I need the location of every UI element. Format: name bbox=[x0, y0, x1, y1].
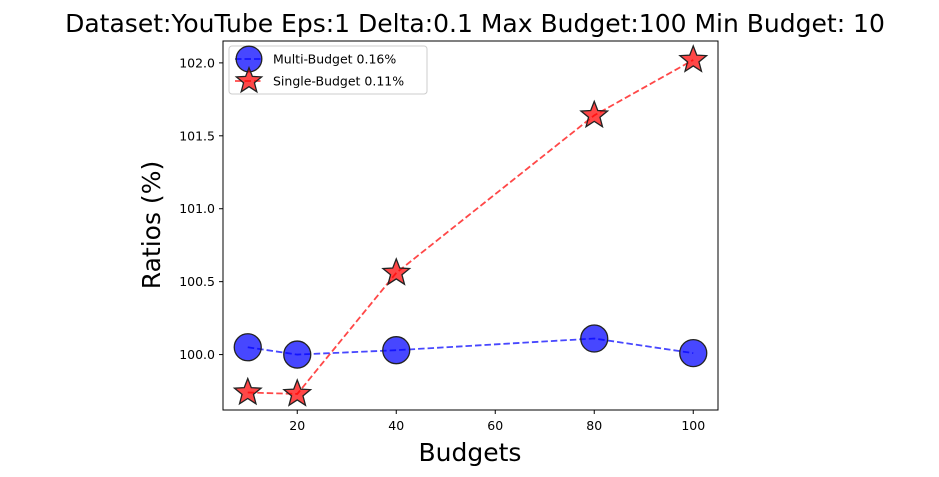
legend-label: Multi-Budget 0.16% bbox=[273, 52, 396, 67]
x-axis-label: Budgets bbox=[419, 438, 522, 467]
x-tick-label: 100 bbox=[681, 418, 705, 433]
y-tick-label: 101.0 bbox=[179, 201, 215, 216]
data-point-circle bbox=[233, 333, 262, 362]
series-line bbox=[247, 337, 694, 356]
y-tick-label: 100.0 bbox=[179, 347, 215, 362]
y-tick-label: 101.5 bbox=[179, 128, 215, 143]
y-axis: 100.0 100.5 101.0 101.5 102.0 bbox=[179, 55, 223, 362]
data-point-star bbox=[232, 376, 263, 406]
y-axis-label: Ratios (%) bbox=[137, 161, 166, 289]
x-axis: 20 40 60 80 100 bbox=[289, 410, 705, 433]
legend: Multi-Budget 0.16% Single-Budget 0.11% bbox=[228, 45, 428, 95]
legend-item: Single-Budget 0.11% bbox=[234, 65, 404, 94]
data-point-circle bbox=[382, 336, 411, 365]
plot-area-frame bbox=[222, 40, 719, 411]
legend-label: Single-Budget 0.11% bbox=[273, 74, 404, 89]
x-tick-label: 20 bbox=[289, 418, 305, 433]
series-multi-budget bbox=[233, 324, 708, 369]
data-point-circle bbox=[679, 338, 708, 368]
data-point-star bbox=[282, 378, 313, 407]
data-point-circle bbox=[580, 324, 609, 353]
x-tick-label: 60 bbox=[487, 418, 503, 433]
data-point-circle bbox=[283, 340, 312, 369]
data-point-star bbox=[381, 257, 412, 286]
data-point-star bbox=[579, 99, 610, 129]
legend-box bbox=[228, 45, 428, 95]
series-single-budget bbox=[232, 44, 709, 407]
data-point-star bbox=[678, 44, 709, 73]
x-tick-label: 40 bbox=[388, 418, 404, 433]
legend-item: Multi-Budget 0.16% bbox=[235, 45, 396, 73]
chart-title: Dataset:YouTube Eps:1 Delta:0.1 Max Budg… bbox=[65, 9, 885, 38]
y-tick-label: 100.5 bbox=[179, 274, 215, 289]
y-tick-label: 102.0 bbox=[179, 55, 215, 70]
x-tick-label: 80 bbox=[586, 418, 602, 433]
series-layer bbox=[232, 44, 709, 407]
legend-marker-star bbox=[234, 65, 264, 94]
